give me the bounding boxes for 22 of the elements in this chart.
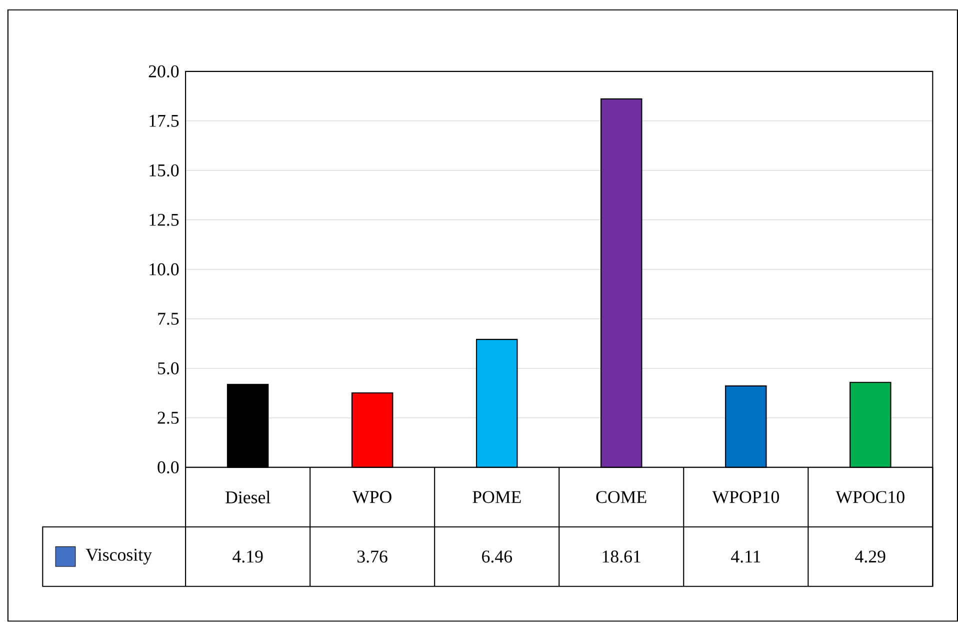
data-label: 4.29 (855, 550, 886, 563)
text: Viscosity (86, 548, 152, 565)
y-tick-label: 5.0 (158, 362, 179, 375)
y-tick-label: 15.0 (150, 164, 179, 177)
data-label: 4.11 (731, 550, 760, 563)
data-label: 3.76 (358, 550, 388, 563)
y-tick-label: 10.0 (150, 263, 179, 276)
y-tick-label: 17.5 (150, 115, 179, 128)
x-tick-label: POME (472, 491, 521, 504)
data-label: 4.19 (232, 550, 263, 563)
x-tick-label: COME (596, 491, 646, 504)
x-tick-label: Diesel (226, 490, 270, 504)
y-tick-label: 12.5 (150, 214, 179, 226)
data-label: 18.61 (602, 550, 640, 563)
x-tick-label: WPOC10 (836, 491, 904, 504)
y-tick-label: 7.5 (158, 313, 179, 325)
y-tick-label: 2.5 (158, 412, 179, 424)
data-label: 6.46 (482, 550, 512, 563)
x-tick-label: WPOP10 (712, 491, 780, 504)
y-tick-label: 0.0 (158, 461, 179, 474)
x-tick-label: WPO (352, 491, 392, 504)
y-tick-label: 20.0 (148, 66, 179, 78)
